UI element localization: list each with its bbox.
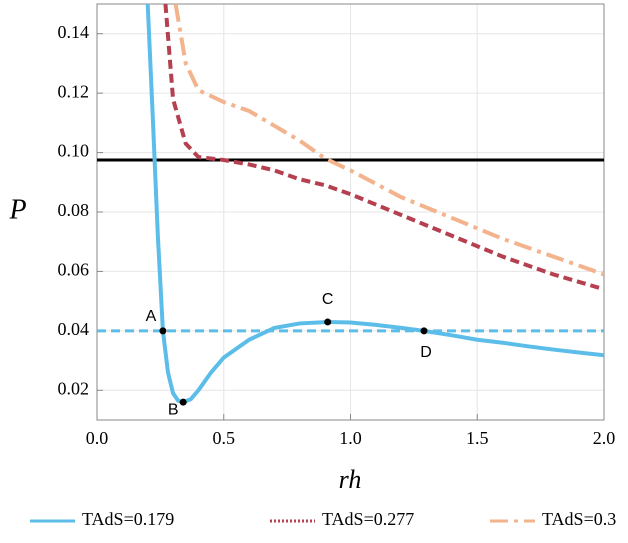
y-axis-label: P xyxy=(8,194,26,225)
plot-area xyxy=(97,4,604,405)
point xyxy=(420,327,428,335)
x-tick-label: 0.5 xyxy=(213,428,236,448)
point xyxy=(324,318,332,326)
series-line xyxy=(173,4,604,277)
legend-label: TAdS=0.3 xyxy=(542,509,616,529)
x-axis-label: rh xyxy=(339,465,362,494)
x-tick-label: 2.0 xyxy=(593,428,616,448)
series-line xyxy=(145,4,604,405)
y-tick-label: 0.12 xyxy=(58,81,90,101)
y-tick-label: 0.08 xyxy=(58,200,90,220)
plot-frame xyxy=(96,3,605,421)
x-tick-label: 0.0 xyxy=(86,428,109,448)
y-tick-label: 0.10 xyxy=(58,141,90,161)
y-tick-label: 0.14 xyxy=(58,22,90,42)
point xyxy=(159,327,167,335)
point-label: C xyxy=(322,291,334,308)
y-tick-label: 0.02 xyxy=(58,378,90,398)
point-label: A xyxy=(146,308,157,325)
legend-label: TAdS=0.277 xyxy=(322,509,414,529)
point-label: B xyxy=(168,401,179,418)
y-tick-label: 0.06 xyxy=(58,260,90,280)
point-label: D xyxy=(420,344,432,361)
legend-label: TAdS=0.179 xyxy=(82,509,174,529)
point xyxy=(179,398,187,406)
series-line xyxy=(163,4,604,292)
x-tick-label: 1.5 xyxy=(466,428,489,448)
y-tick-label: 0.04 xyxy=(58,319,90,339)
x-tick-label: 1.0 xyxy=(339,428,362,448)
